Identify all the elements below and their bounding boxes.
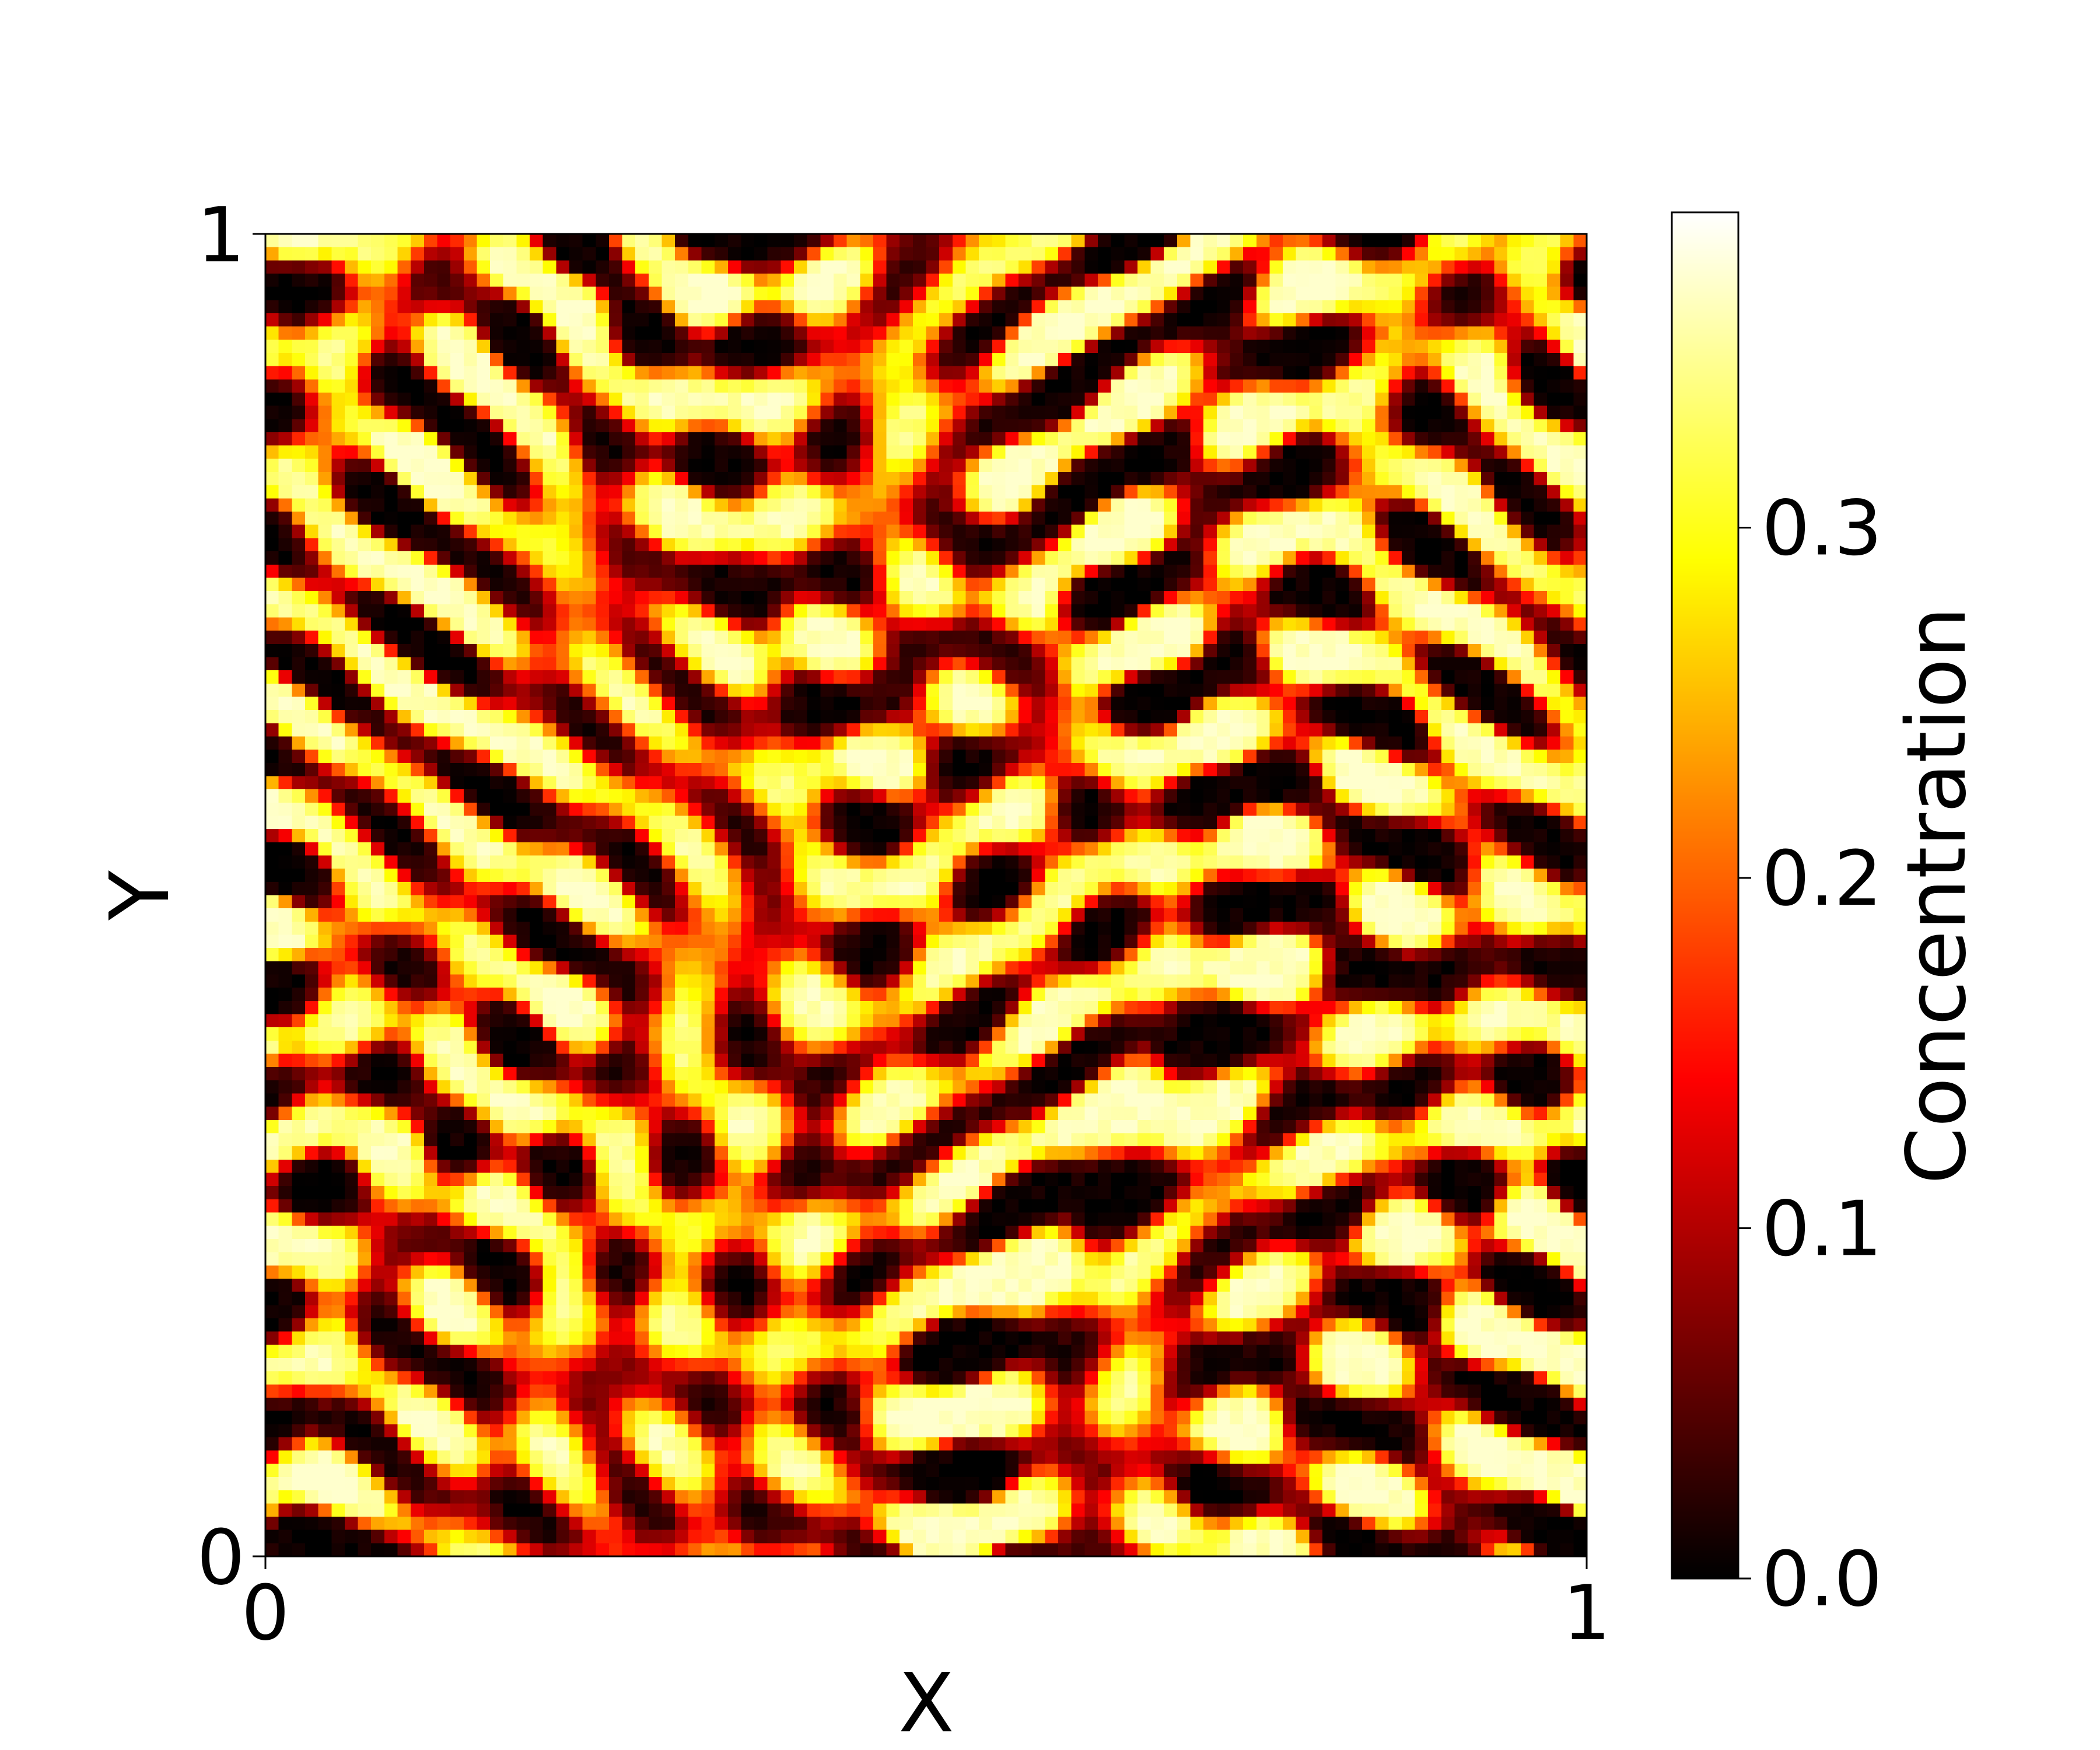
colorbar-tick-label-2: 0.2 — [1762, 834, 1882, 923]
x-tick-label-0: 0 — [242, 1569, 290, 1657]
plot-frame — [264, 233, 1588, 1558]
heatmap-image — [265, 234, 1587, 1556]
colorbar-tick-label-1: 0.1 — [1762, 1184, 1882, 1273]
colorbar-frame — [1671, 211, 1740, 1580]
y-tick-label-0: 0 — [197, 1513, 245, 1602]
x-axis-label: X — [898, 1656, 954, 1750]
colorbar-gradient — [1672, 212, 1738, 1578]
colorbar-tick-label-3: 0.3 — [1762, 484, 1882, 572]
colorbar-ticks: 0.0 0.1 0.2 0.3 — [1738, 484, 1882, 1623]
y-tick-label-1: 1 — [197, 191, 245, 279]
colorbar-label: Concentration — [1889, 607, 1985, 1184]
x-tick-label-1: 1 — [1563, 1569, 1611, 1657]
colorbar-tick-label-0: 0.0 — [1762, 1535, 1882, 1623]
y-axis-label: Y — [93, 870, 188, 921]
